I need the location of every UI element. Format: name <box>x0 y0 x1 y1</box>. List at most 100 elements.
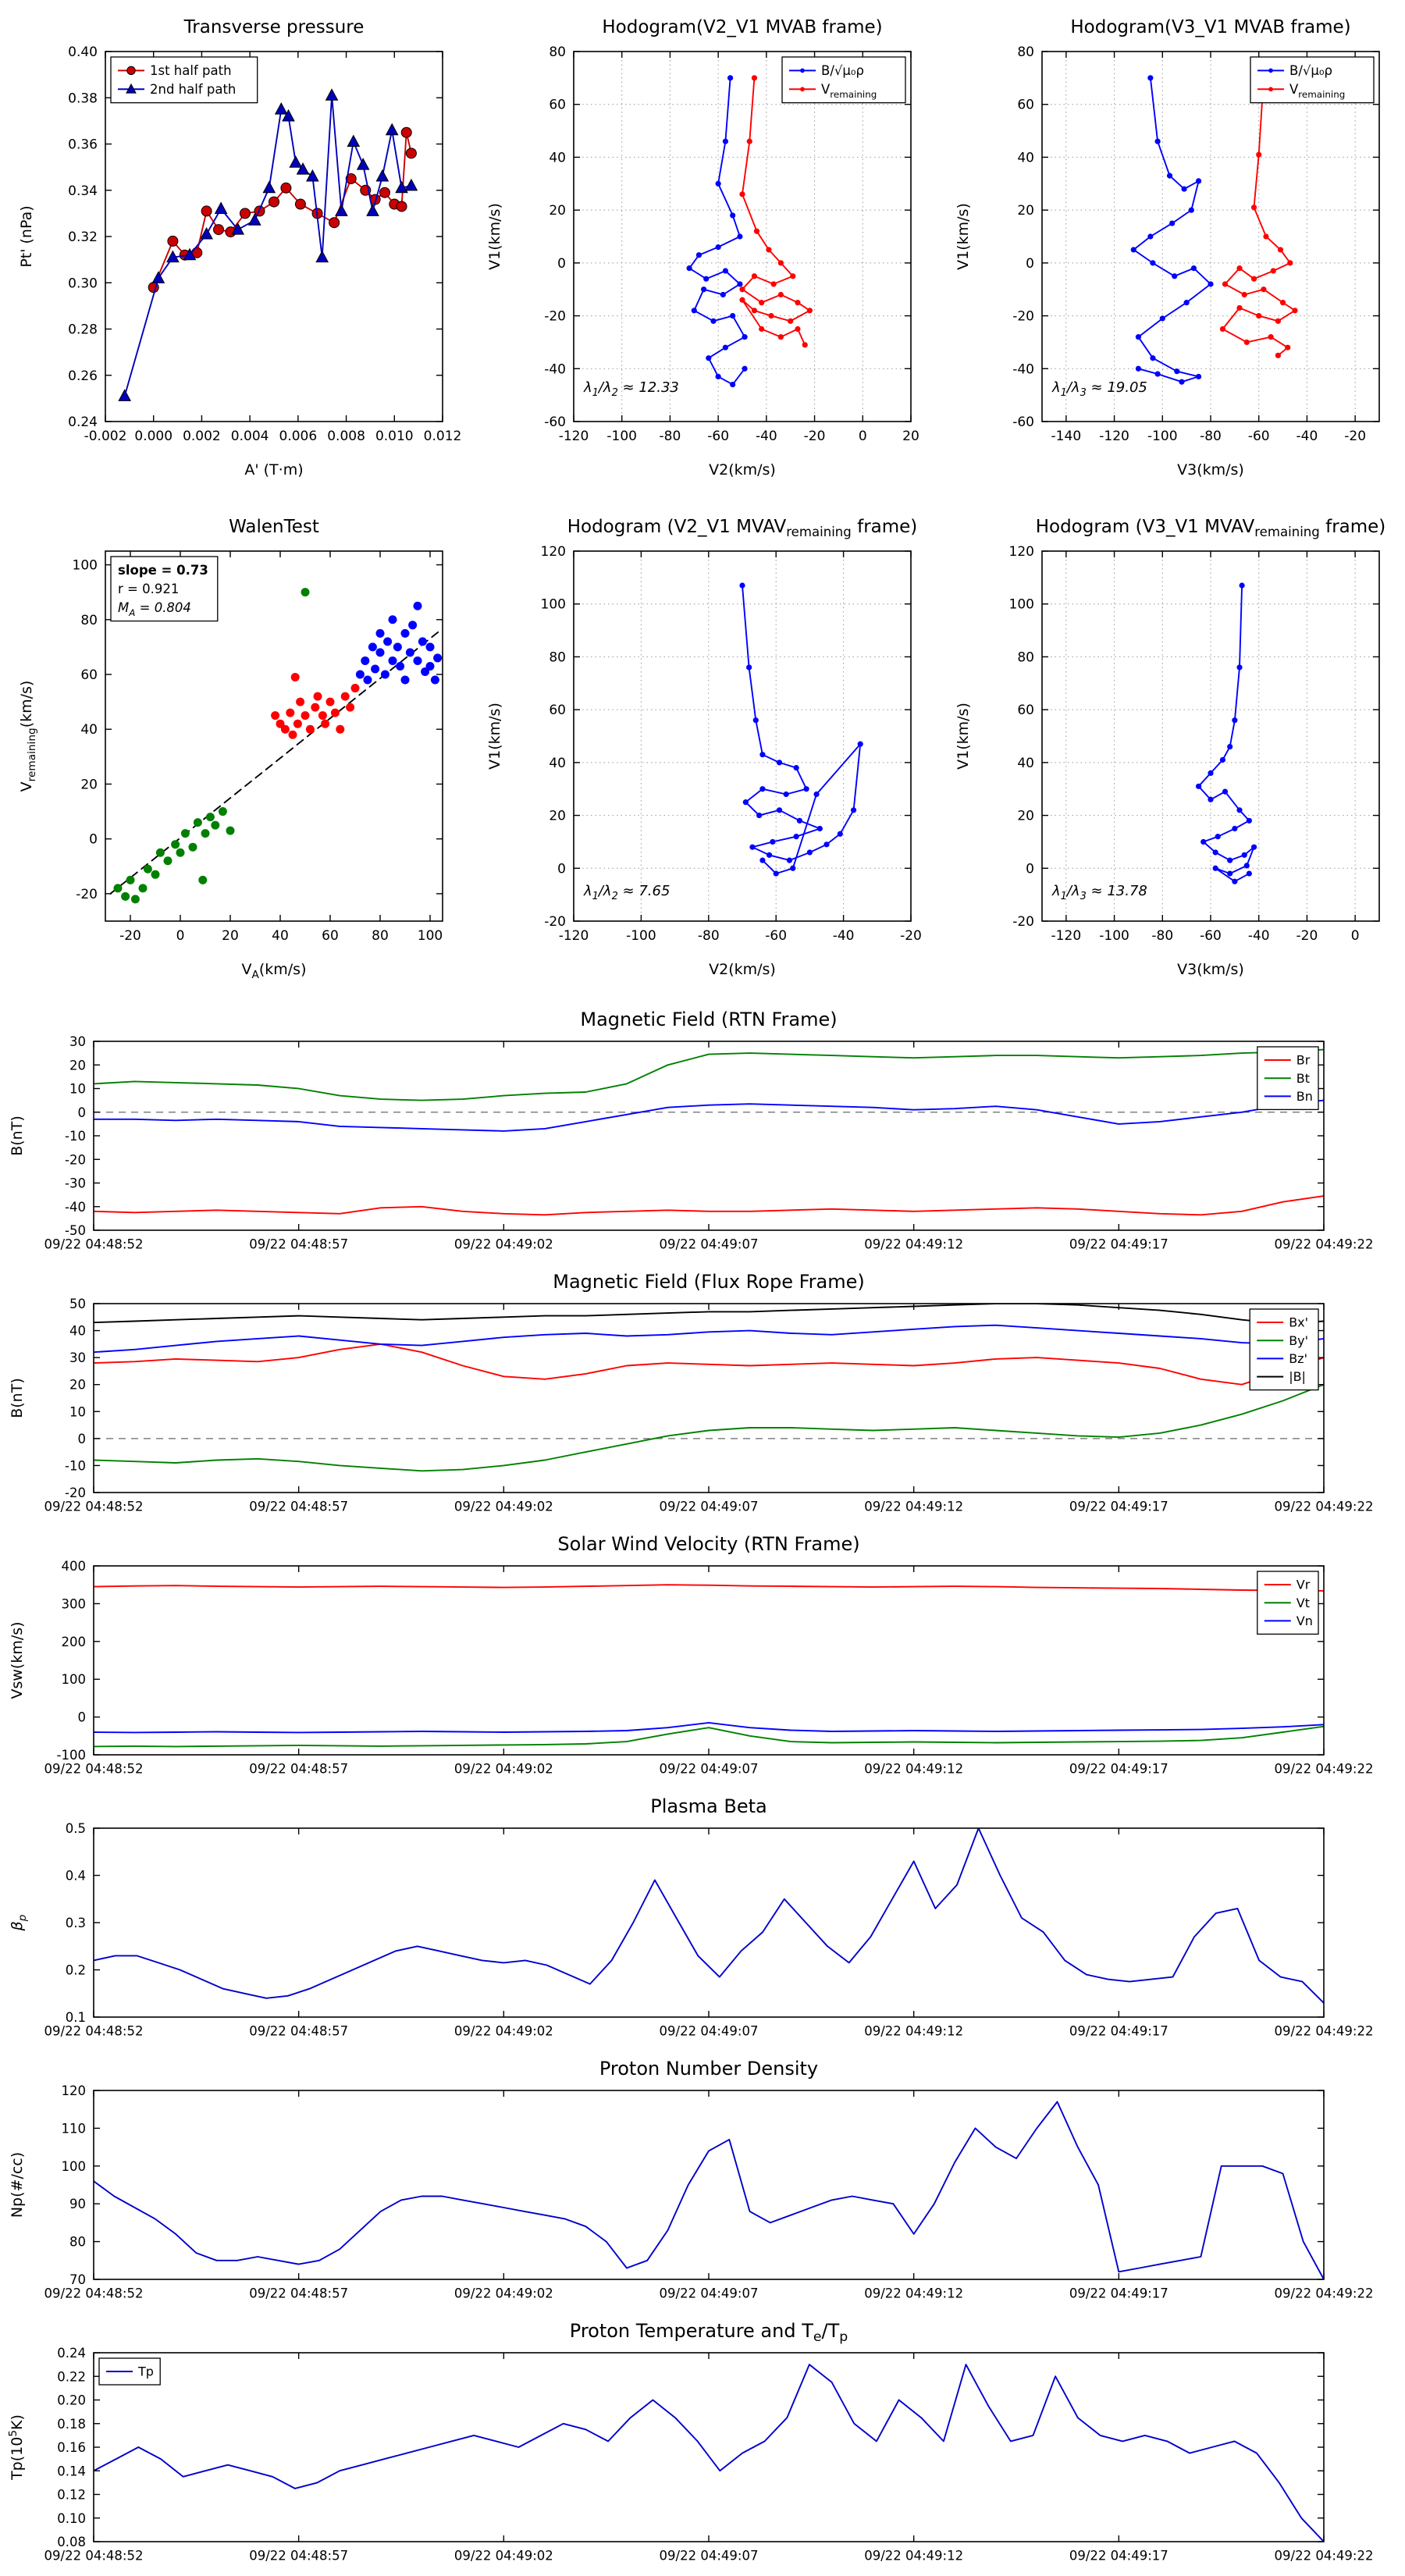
svg-text:09/22 04:49:02: 09/22 04:49:02 <box>454 1500 553 1514</box>
svg-text:-60: -60 <box>765 928 787 944</box>
svg-text:0.30: 0.30 <box>68 276 98 291</box>
svg-text:-20: -20 <box>1012 914 1034 930</box>
svg-text:-60: -60 <box>1200 928 1222 944</box>
svg-text:-40: -40 <box>1012 361 1034 377</box>
plot-proton-number-density: 09/22 04:48:52 09/22 04:48:57 09/22 04:49:… <box>9 2058 1374 2301</box>
svg-text:0.4: 0.4 <box>66 1869 86 1884</box>
svg-text:V1(km/s): V1(km/s) <box>955 203 972 270</box>
svg-text:V1(km/s): V1(km/s) <box>955 703 972 770</box>
svg-text:0: 0 <box>1351 928 1360 944</box>
svg-text:80: 80 <box>1017 649 1034 665</box>
svg-text:09/22 04:49:12: 09/22 04:49:12 <box>864 1237 963 1252</box>
svg-text:09/22 04:48:52: 09/22 04:48:52 <box>44 1762 144 1777</box>
svg-text:09/22 04:49:12: 09/22 04:49:12 <box>864 1500 963 1514</box>
svg-text:0.38: 0.38 <box>68 91 98 106</box>
svg-text:-20: -20 <box>119 928 141 944</box>
svg-text:-60: -60 <box>1248 429 1270 444</box>
svg-text:60: 60 <box>1017 98 1034 113</box>
svg-text:09/22 04:48:52: 09/22 04:48:52 <box>44 2024 144 2039</box>
svg-text:Pt' (nPa): Pt' (nPa) <box>18 205 35 267</box>
svg-text:Magnetic Field (Flux Rope Fram: Magnetic Field (Flux Rope Frame) <box>553 1271 864 1293</box>
svg-text:-20: -20 <box>544 914 566 930</box>
svg-text:110: 110 <box>62 2121 87 2136</box>
svg-text:0.20: 0.20 <box>57 2393 86 2408</box>
svg-text:-40: -40 <box>1248 928 1270 944</box>
svg-text:0: 0 <box>89 832 98 848</box>
svg-text:0: 0 <box>78 1105 87 1120</box>
svg-text:09/22 04:49:07: 09/22 04:49:07 <box>660 2286 759 2301</box>
svg-text:09/22 04:49:22: 09/22 04:49:22 <box>1275 2549 1374 2564</box>
svg-text:09/22 04:48:57: 09/22 04:48:57 <box>249 2549 348 2564</box>
svg-text:-50: -50 <box>65 1223 86 1238</box>
svg-text:-40: -40 <box>1297 429 1318 444</box>
svg-text:10: 10 <box>69 1404 86 1419</box>
svg-text:-10: -10 <box>65 1129 86 1144</box>
svg-text:Bx': Bx' <box>1289 1315 1308 1330</box>
svg-text:1st half path: 1st half path <box>150 63 232 78</box>
svg-text:Bz': Bz' <box>1289 1351 1307 1366</box>
svg-text:100: 100 <box>1009 597 1034 613</box>
svg-text:70: 70 <box>69 2272 86 2287</box>
plot-hodogram-v3v1-mvab: -140 -120 -100 -80 -60 -40 -20 -60 -40 -20 0 20 40 60… <box>955 17 1380 479</box>
svg-text:r = 0.921: r = 0.921 <box>118 582 179 596</box>
svg-text:60: 60 <box>322 928 339 944</box>
svg-text:80: 80 <box>1017 44 1034 60</box>
svg-text:0: 0 <box>557 256 566 272</box>
svg-text:Hodogram(V3_V1 MVAB frame): Hodogram(V3_V1 MVAB frame) <box>1070 17 1350 37</box>
svg-text:V3(km/s): V3(km/s) <box>1177 961 1244 978</box>
svg-text:60: 60 <box>80 667 98 683</box>
svg-text:0.40: 0.40 <box>68 44 98 60</box>
svg-text:09/22 04:49:22: 09/22 04:49:22 <box>1275 1500 1374 1514</box>
svg-text:0.24: 0.24 <box>57 2346 86 2361</box>
plot-magnetic-field-flux-rope: 09/22 04:48:52 09/22 04:48:57 09/22 04:49:… <box>9 1271 1374 1514</box>
svg-text:09/22 04:49:02: 09/22 04:49:02 <box>454 2549 553 2564</box>
svg-text:0.1: 0.1 <box>66 2010 86 2025</box>
svg-text:slope = 0.73: slope = 0.73 <box>118 563 208 578</box>
chart-magnetic-field-rtn: 09/22 04:48:52 09/22 04:48:57 09/22 04:49:… <box>0 1002 1405 1265</box>
svg-text:-60: -60 <box>544 415 566 430</box>
svg-text:λ1/λ2 ≈ 7.65: λ1/λ2 ≈ 7.65 <box>583 883 670 902</box>
plot-hodogram-v2v1-mvab: -120 -100 -80 -60 -40 -20 0 20 -60 -40 -20 0 20 40 60 8… <box>486 17 919 479</box>
svg-text:50: 50 <box>69 1297 86 1311</box>
svg-text:-120: -120 <box>1051 928 1082 944</box>
svg-text:0.3: 0.3 <box>66 1916 86 1930</box>
svg-text:Hodogram (V2_V1 MVAVremaining: Hodogram (V2_V1 MVAVremaining frame) <box>567 517 918 539</box>
plot-plasma-beta: 09/22 04:48:52 09/22 04:48:57 09/22 04:49:… <box>9 1795 1373 2039</box>
svg-text:-100: -100 <box>1147 429 1178 444</box>
svg-text:-20: -20 <box>76 887 98 902</box>
svg-text:09/22 04:49:07: 09/22 04:49:07 <box>660 1237 759 1252</box>
svg-text:100: 100 <box>73 558 98 574</box>
svg-text:09/22 04:49:17: 09/22 04:49:17 <box>1069 1237 1168 1252</box>
chart-proton-temperature: 09/22 04:48:52 09/22 04:48:57 09/22 04:49:… <box>0 2314 1405 2576</box>
svg-text:0: 0 <box>859 429 867 444</box>
svg-text:-80: -80 <box>1200 429 1222 444</box>
svg-text:Br: Br <box>1297 1053 1311 1068</box>
plot-proton-temperature: 09/22 04:48:52 09/22 04:48:57 09/22 04:49:… <box>7 2320 1374 2564</box>
svg-text:-100: -100 <box>626 928 656 944</box>
svg-text:09/22 04:49:07: 09/22 04:49:07 <box>660 2024 759 2039</box>
svg-text:09/22 04:49:22: 09/22 04:49:22 <box>1275 2286 1374 2301</box>
svg-text:Proton Number Density: Proton Number Density <box>599 2058 818 2080</box>
svg-text:-20: -20 <box>544 309 566 325</box>
svg-text:Np(#/cc): Np(#/cc) <box>9 2152 26 2218</box>
svg-text:40: 40 <box>549 150 566 165</box>
svg-text:-80: -80 <box>660 429 681 444</box>
svg-text:20: 20 <box>902 429 919 444</box>
svg-text:09/22 04:49:17: 09/22 04:49:17 <box>1069 2286 1168 2301</box>
chart-hodogram-v3v1-mvab: -140 -120 -100 -80 -60 -40 -20 -60 -40 -20 0 20 40 60… <box>937 2 1405 501</box>
svg-text:-20: -20 <box>804 429 826 444</box>
plot-magnetic-field-rtn: 09/22 04:48:52 09/22 04:48:57 09/22 04:49:… <box>9 1009 1373 1252</box>
svg-text:λ1/λ2 ≈ 12.33: λ1/λ2 ≈ 12.33 <box>583 379 679 399</box>
svg-text:-120: -120 <box>559 429 589 444</box>
svg-text:0.004: 0.004 <box>231 429 269 444</box>
svg-text:09/22 04:48:57: 09/22 04:48:57 <box>249 2024 348 2039</box>
svg-text:-40: -40 <box>65 1200 86 1215</box>
svg-text:09/22 04:48:52: 09/22 04:48:52 <box>44 1237 144 1252</box>
svg-text:WalenTest: WalenTest <box>229 517 319 537</box>
svg-text:09/22 04:49:07: 09/22 04:49:07 <box>660 1500 759 1514</box>
svg-text:Vn: Vn <box>1297 1614 1313 1628</box>
svg-text:-20: -20 <box>1344 429 1366 444</box>
svg-text:-100: -100 <box>57 1748 86 1763</box>
svg-text:09/22 04:49:12: 09/22 04:49:12 <box>864 1762 963 1777</box>
chart-transverse-pressure: -0.002 0.000 0.002 0.004 0.006 0.008 0.010 0.01… <box>0 2 468 501</box>
